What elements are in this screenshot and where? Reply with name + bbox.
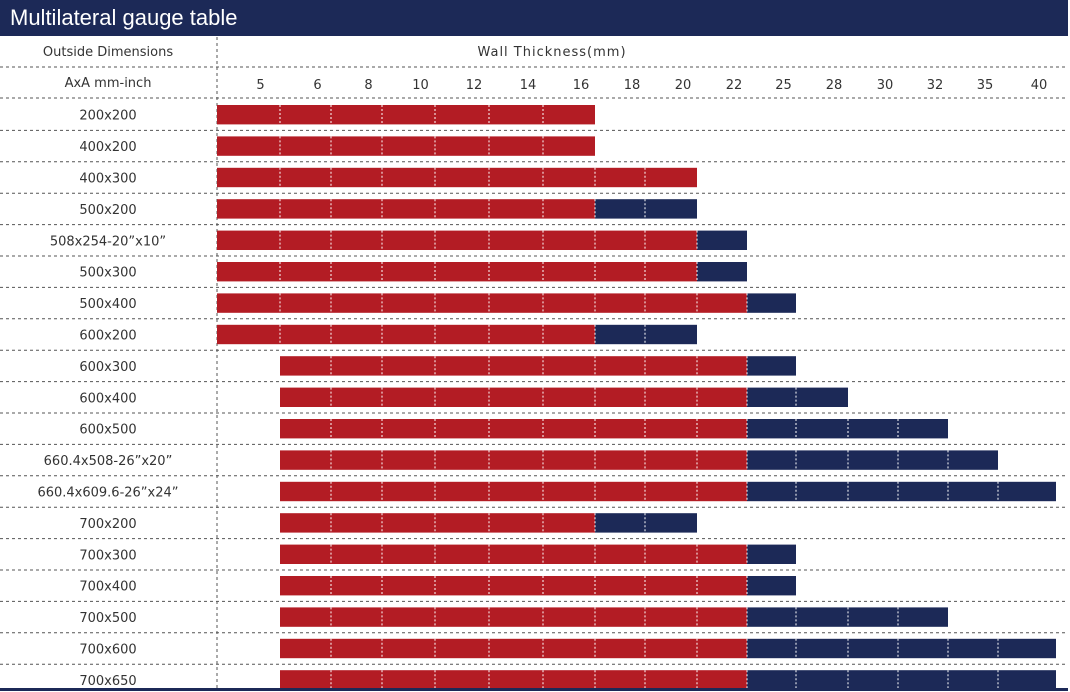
thickness-tick-label: 30: [877, 78, 894, 93]
bar-red-segment: [280, 544, 747, 564]
row-label: 600x400: [79, 391, 136, 406]
bar-red-segment: [280, 387, 747, 407]
row-label: 500x200: [79, 203, 136, 218]
row-header-dimensions: Outside Dimensions: [43, 45, 173, 60]
bar-red-segment: [280, 356, 747, 376]
bar-red-segment: [280, 419, 747, 439]
thickness-tick-label: 18: [624, 78, 641, 93]
bar-red-segment: [217, 136, 595, 156]
row-label: 600x200: [79, 329, 136, 344]
bar-red-segment: [280, 481, 747, 502]
thickness-tick-label: 12: [466, 78, 483, 93]
thickness-tick-label: 16: [573, 78, 590, 93]
bar-navy-segment: [595, 324, 697, 345]
thickness-tick-label: 6: [313, 78, 321, 93]
bar-navy-segment: [697, 262, 747, 282]
bar-navy-segment: [747, 544, 796, 564]
row-label: 400x300: [79, 172, 136, 187]
page-title: Multilateral gauge table: [0, 0, 1068, 36]
thickness-tick-label: 14: [520, 78, 537, 93]
row-label: 700x600: [79, 643, 136, 658]
row-header-units: AxA mm-inch: [65, 76, 152, 91]
thickness-tick-label: 5: [256, 78, 264, 93]
bar-navy-segment: [747, 576, 796, 596]
bar-navy-segment: [747, 293, 796, 313]
bar-red-segment: [217, 199, 595, 219]
bar-navy-segment: [747, 356, 796, 376]
bar-red-segment: [280, 638, 747, 659]
row-label: 500x400: [79, 297, 136, 312]
bar-navy-segment: [747, 481, 1056, 502]
bar-red-segment: [280, 576, 747, 596]
column-header-thickness: Wall Thickness(mm): [477, 45, 626, 60]
bar-red-segment: [217, 262, 697, 282]
bar-navy-segment: [595, 513, 697, 533]
thickness-tick-label: 28: [826, 78, 843, 93]
thickness-tick-label: 22: [726, 78, 743, 93]
row-label: 200x200: [79, 109, 136, 124]
bar-red-segment: [217, 167, 697, 188]
thickness-tick-label: 10: [412, 78, 429, 93]
thickness-tick-label: 20: [675, 78, 692, 93]
bar-red-segment: [217, 230, 697, 250]
row-label: 660.4x508-26”x20”: [44, 454, 173, 469]
bar-navy-segment: [747, 387, 848, 407]
bar-red-segment: [217, 293, 747, 313]
bar-navy-segment: [747, 670, 1056, 690]
bar-red-segment: [217, 324, 595, 345]
row-label: 660.4x609.6-26”x24”: [37, 486, 178, 501]
bar-navy-segment: [747, 638, 1056, 659]
thickness-tick-label: 40: [1031, 78, 1048, 93]
bar-red-segment: [280, 450, 747, 470]
bar-red-segment: [280, 607, 747, 627]
row-label: 700x500: [79, 611, 136, 626]
row-label: 500x300: [79, 266, 136, 281]
bar-red-segment: [280, 670, 747, 690]
bar-red-segment: [217, 105, 595, 125]
row-label: 700x200: [79, 517, 136, 532]
thickness-tick-label: 8: [364, 78, 372, 93]
thickness-tick-label: 35: [977, 78, 994, 93]
bar-red-segment: [280, 513, 595, 533]
bottom-border: [0, 688, 1068, 691]
row-label: 400x200: [79, 140, 136, 155]
row-label: 600x300: [79, 360, 136, 375]
row-label: 700x300: [79, 548, 136, 563]
bar-navy-segment: [747, 450, 998, 470]
thickness-tick-label: 25: [775, 78, 792, 93]
row-label: 600x500: [79, 423, 136, 438]
row-label: 508x254-20”x10”: [50, 234, 166, 249]
bar-navy-segment: [595, 199, 697, 219]
thickness-tick-label: 32: [927, 78, 944, 93]
row-label: 700x400: [79, 580, 136, 595]
bar-navy-segment: [697, 230, 747, 250]
row-label: 700x650: [79, 674, 136, 689]
